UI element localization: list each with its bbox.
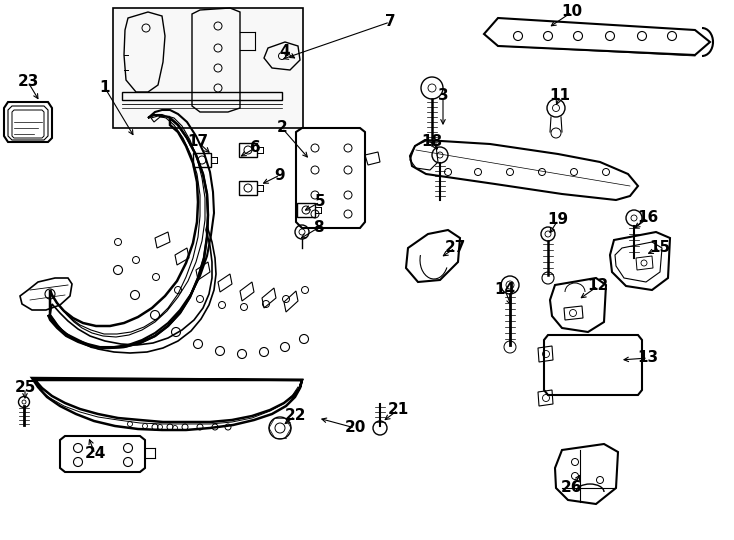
Text: 14: 14 xyxy=(495,282,515,298)
Polygon shape xyxy=(12,110,44,138)
Text: 7: 7 xyxy=(385,15,396,30)
Text: 1: 1 xyxy=(100,80,110,96)
Text: 24: 24 xyxy=(84,447,106,462)
Bar xyxy=(113,8,303,128)
Text: 6: 6 xyxy=(250,140,261,156)
Text: 10: 10 xyxy=(562,4,583,19)
Text: 13: 13 xyxy=(637,350,658,366)
Text: 23: 23 xyxy=(18,75,39,90)
Text: 8: 8 xyxy=(313,220,323,235)
Text: 17: 17 xyxy=(187,134,208,150)
Text: 3: 3 xyxy=(437,89,448,104)
Text: 27: 27 xyxy=(444,240,465,255)
Text: 5: 5 xyxy=(315,194,325,210)
Text: 22: 22 xyxy=(284,408,306,423)
Text: 19: 19 xyxy=(548,213,569,227)
Text: 18: 18 xyxy=(421,134,443,150)
Text: 25: 25 xyxy=(14,381,36,395)
Text: 20: 20 xyxy=(344,421,366,435)
Text: 2: 2 xyxy=(277,120,288,136)
Text: 12: 12 xyxy=(587,279,608,294)
Text: 16: 16 xyxy=(637,211,658,226)
Text: 11: 11 xyxy=(550,89,570,104)
Text: 26: 26 xyxy=(562,481,583,496)
Text: 4: 4 xyxy=(280,44,291,59)
Text: 15: 15 xyxy=(650,240,671,255)
Text: 9: 9 xyxy=(275,167,286,183)
Text: 21: 21 xyxy=(388,402,409,417)
